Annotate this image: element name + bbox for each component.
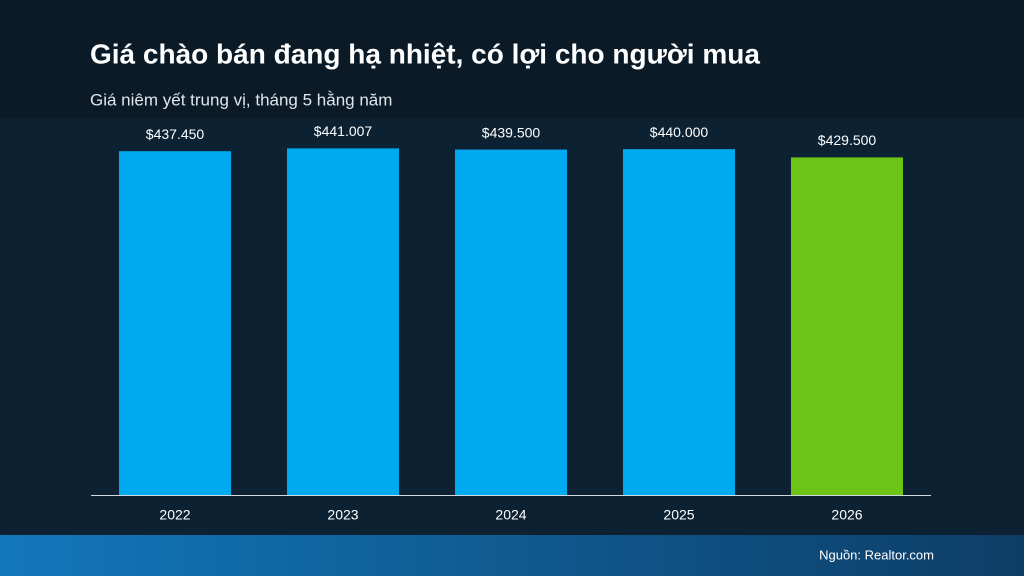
bar xyxy=(287,148,399,495)
source: Nguồn: Realtor.com xyxy=(819,547,934,562)
x-tick-label: 2023 xyxy=(327,507,358,523)
bar xyxy=(791,157,903,495)
x-tick-label: 2025 xyxy=(663,507,694,523)
value-label: $441.007 xyxy=(314,123,373,139)
value-label: $440.000 xyxy=(650,124,709,140)
x-tick-label: 2024 xyxy=(495,507,526,523)
bar xyxy=(119,151,231,495)
x-tick-label: 2026 xyxy=(831,507,862,523)
bar xyxy=(455,149,567,496)
x-tick-label: 2022 xyxy=(159,507,190,523)
value-label: $437.450 xyxy=(146,126,205,142)
value-label: $429.500 xyxy=(818,132,877,148)
header-bg xyxy=(0,0,1024,118)
value-label: $439.500 xyxy=(482,124,541,140)
chart-title: Giá chào bán đang hạ nhiệt, có lợi cho n… xyxy=(90,38,760,69)
chart-subtitle: Giá niêm yết trung vị, tháng 5 hằng năm xyxy=(90,90,392,109)
bar xyxy=(623,149,735,495)
footer-bg xyxy=(0,535,1024,576)
